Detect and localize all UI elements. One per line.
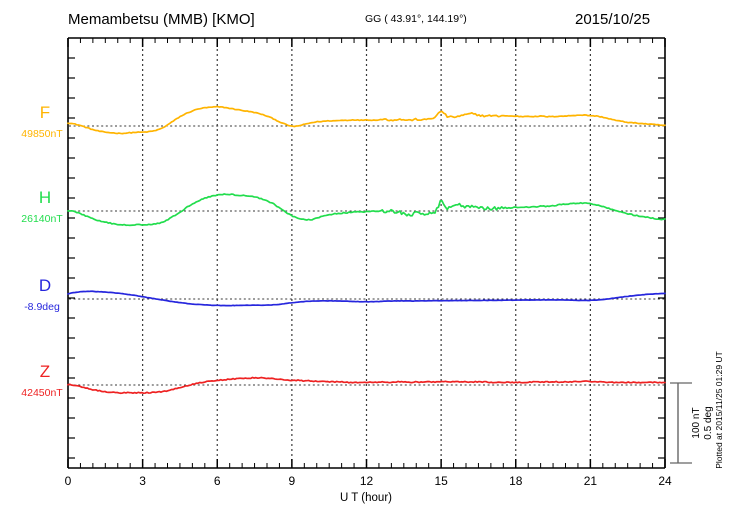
x-axis-label: U T (hour) [340, 492, 392, 504]
x-tick-label: 0 [65, 474, 72, 488]
component-label-f: F [40, 103, 50, 122]
component-value-f: 49850nT [21, 128, 63, 140]
scalebar-deg-label: 0.5 deg [703, 406, 714, 439]
x-tick-label: 9 [289, 474, 296, 488]
vertical-gridlines [142, 39, 591, 467]
component-labels: F 49850nT H 26140nT D -8.9deg Z 42450nT [21, 103, 63, 399]
trace-d [67, 290, 666, 307]
trace-lines [67, 105, 666, 395]
component-value-h: 26140nT [21, 213, 63, 225]
trace-h [67, 193, 666, 227]
trace-z [67, 376, 666, 395]
x-tick-label: 24 [658, 474, 672, 488]
scale-bar: 100 nT 0.5 deg [670, 382, 714, 464]
x-tick-label: 3 [139, 474, 146, 488]
x-tick-label: 15 [434, 474, 448, 488]
component-label-h: H [39, 188, 51, 207]
x-axis-tick-labels: 0 3 6 9 12 15 18 21 24 [65, 474, 672, 488]
x-tick-label: 12 [360, 474, 374, 488]
scalebar-nt-label: 100 nT [691, 407, 702, 438]
component-value-d: -8.9deg [24, 301, 60, 313]
component-value-z: 42450nT [21, 387, 63, 399]
observation-date: 2015/10/25 [575, 11, 650, 28]
component-label-z: Z [40, 362, 50, 381]
x-axis-ticks [67, 38, 666, 468]
x-tick-label: 21 [584, 474, 598, 488]
station-coordinates: GG ( 43.91°, 144.19°) [365, 13, 467, 25]
component-label-d: D [39, 276, 51, 295]
plotted-timestamp: Plotted at 2015/11/25 01:29 UT [714, 351, 724, 469]
trace-f [67, 105, 666, 135]
page-title: Memambetsu (MMB) [KMO] [68, 11, 255, 28]
x-tick-label: 6 [214, 474, 221, 488]
y-axis-ticks [68, 57, 665, 459]
x-tick-label: 18 [509, 474, 523, 488]
